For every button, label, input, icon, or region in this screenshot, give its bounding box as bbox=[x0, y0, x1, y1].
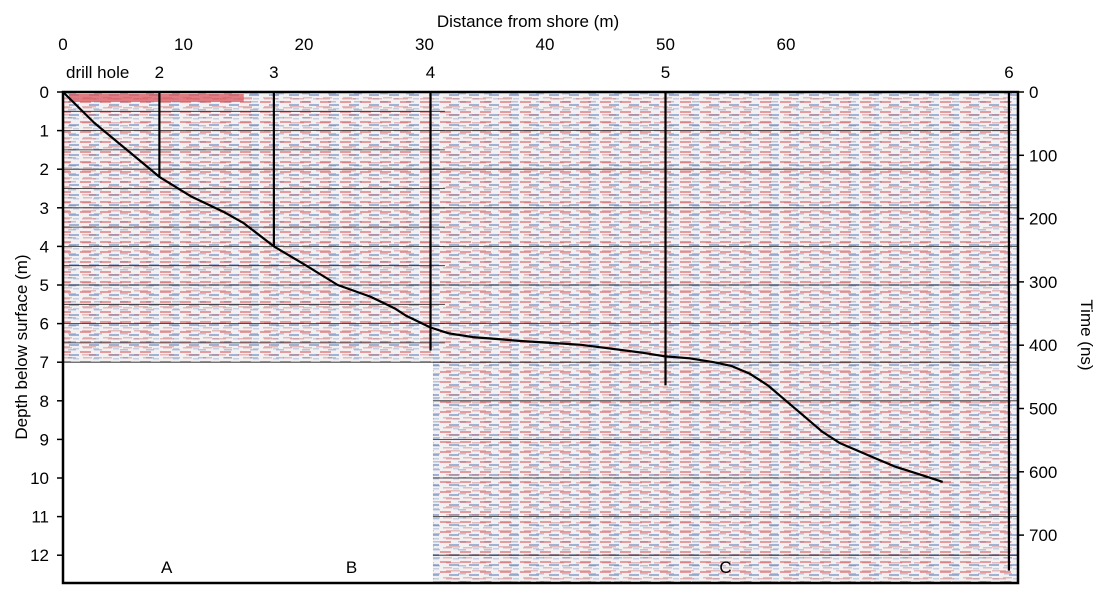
section-label-b: B bbox=[346, 558, 357, 577]
top-tick-label: 20 bbox=[295, 35, 314, 54]
top-tick-label: 50 bbox=[656, 35, 675, 54]
top-tick-label: 10 bbox=[174, 35, 193, 54]
right-tick-label: 0 bbox=[1029, 83, 1038, 102]
left-tick-label: 0 bbox=[40, 83, 49, 102]
left-tick-label: 10 bbox=[30, 469, 49, 488]
gpr-panel-overlay-c bbox=[432, 92, 1018, 583]
drill-hole-5-label: 5 bbox=[661, 63, 670, 82]
interface-curve-group bbox=[62, 91, 944, 483]
surface-reflection-band bbox=[69, 94, 244, 102]
left-tick-label: 4 bbox=[40, 237, 49, 256]
right-tick-label: 200 bbox=[1029, 210, 1057, 229]
plot-frame bbox=[61, 90, 1020, 585]
left-tick-label: 8 bbox=[40, 392, 49, 411]
top-axis-title: Distance from shore (m) bbox=[437, 12, 619, 31]
right-tick-label: 300 bbox=[1029, 273, 1057, 292]
left-tick-label: 2 bbox=[40, 160, 49, 179]
top-tick-label: 40 bbox=[536, 35, 555, 54]
drill-hole-2-label: 2 bbox=[155, 63, 164, 82]
section-label-c: C bbox=[719, 558, 731, 577]
drill-holes: 2 3 4 5 6 bbox=[155, 63, 1014, 571]
interface-line bbox=[62, 91, 944, 483]
left-tick-label: 5 bbox=[40, 276, 49, 295]
left-tick-label: 11 bbox=[31, 508, 49, 527]
right-tick-label: 700 bbox=[1029, 526, 1057, 545]
right-tick-label: 100 bbox=[1029, 146, 1057, 165]
right-tick-label: 400 bbox=[1029, 336, 1057, 355]
depth-gridlines bbox=[63, 110, 1018, 556]
left-tick-label: 6 bbox=[40, 315, 49, 334]
drill-hole-6-label: 6 bbox=[1004, 63, 1013, 82]
gpr-panels: A B C bbox=[63, 92, 1018, 583]
left-axis-title: Depth below surface (m) bbox=[12, 254, 31, 439]
left-tick-label: 7 bbox=[40, 353, 49, 372]
right-tick-label: 600 bbox=[1029, 463, 1057, 482]
drill-hole-label: drill hole bbox=[66, 63, 129, 82]
left-tick-label: 3 bbox=[40, 199, 49, 218]
axes: 0 10 20 30 40 50 60012345678910111201002003004… bbox=[30, 35, 1057, 565]
left-tick-label: 1 bbox=[40, 122, 49, 141]
section-label-a: A bbox=[161, 558, 173, 577]
right-tick-label: 500 bbox=[1029, 400, 1057, 419]
drill-hole-4-label: 4 bbox=[426, 63, 435, 82]
top-tick-label: 60 bbox=[777, 35, 796, 54]
drill-hole-3-label: 3 bbox=[269, 63, 278, 82]
left-tick-label: 12 bbox=[30, 546, 49, 565]
top-tick-label: 30 bbox=[415, 35, 434, 54]
left-tick-label: 9 bbox=[40, 430, 49, 449]
right-axis-title: Time (ns) bbox=[1077, 299, 1096, 370]
top-tick-label: 0 bbox=[58, 35, 67, 54]
